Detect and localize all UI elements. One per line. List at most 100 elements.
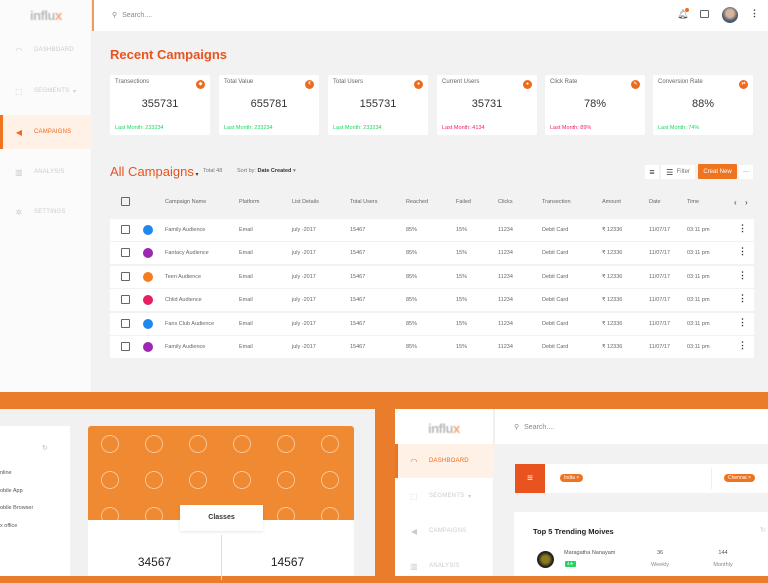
sort-dropdown[interactable]: Sort by: Date Created ▾ [237, 168, 296, 174]
stat-value: 14567 [270, 555, 305, 569]
row-menu-icon[interactable]: ⋮ [738, 340, 747, 350]
column-header[interactable]: Platform [239, 199, 260, 205]
stat-value: 155731 [359, 98, 397, 110]
column-header[interactable]: Failed [456, 199, 471, 205]
sidebar-item-analysis[interactable]: ▥ ANALYSIS [410, 561, 460, 571]
table-cell: 03:11 pm [687, 344, 710, 350]
stat-card: Conversion Rate ⇄ 88% Last Month: 74% [653, 75, 753, 135]
column-header[interactable]: Reached [406, 199, 429, 205]
column-header[interactable]: Clicks [498, 199, 513, 205]
row-checkbox[interactable] [121, 342, 130, 351]
sidebar-item-campaigns[interactable]: ◀ CAMPAIGNS [0, 115, 92, 149]
filter-icon: ☰ [666, 167, 674, 177]
stat-icon: ✎ [631, 80, 640, 89]
row-checkbox[interactable] [121, 318, 130, 328]
table-row[interactable]: Family Audience Email july -2017 15467 85% 15… [110, 336, 754, 358]
stats-card: 34567 14567 [88, 520, 354, 580]
segments-icon: ⬚ [410, 491, 418, 501]
table-cell: 03:11 pm [687, 297, 710, 304]
gear-icon: ✲ [15, 207, 23, 217]
create-new-button[interactable]: Creat New [698, 164, 737, 179]
list-item[interactable]: x office [0, 523, 18, 529]
column-header[interactable]: Total Users [350, 199, 378, 205]
last-month-value: Last Month: 233234 [224, 125, 273, 131]
search-input[interactable]: ⚲ Search.... [514, 423, 555, 432]
sidebar-item-segments[interactable]: ⬚ SEGMENTS ▾ [410, 491, 472, 501]
list-item[interactable]: nline [0, 470, 12, 476]
megaphone-icon: ◀ [410, 526, 418, 536]
sidebar-item-analysis[interactable]: ▥ ANALYSIS [15, 167, 65, 177]
more-menu-icon[interactable]: ⋮ [750, 8, 759, 18]
table-cell: Teen Audience [165, 273, 202, 280]
table-cell: ₹ 12336 [602, 344, 623, 350]
table-cell: 11/07/17 [649, 320, 671, 327]
movie-name[interactable]: Maragatha Nanayam [564, 550, 616, 556]
refresh-icon[interactable]: ↻ [42, 445, 48, 452]
header: ⚲ Search.... 🔔︎ ⋮ [92, 0, 768, 31]
column-header[interactable]: Transection [542, 199, 571, 205]
stat-icon: ₹ [305, 80, 314, 89]
table-cell: 03:11 pm [687, 320, 710, 327]
sidebar-item-settings[interactable]: ✲ SETTINGS [15, 207, 66, 217]
table-cell: ₹ 12336 [602, 250, 623, 257]
list-view-button[interactable]: ≡ [645, 165, 659, 179]
scroll-right-icon[interactable]: › [745, 198, 748, 207]
filter-icon[interactable]: ≡ [515, 464, 545, 493]
table-cell: Email [239, 344, 253, 350]
table-row[interactable]: Chlid Audience Email july -2017 15467 85% 15%… [110, 289, 754, 312]
sidebar-item-dashboard[interactable]: ◠ DASHBOARD [395, 444, 494, 478]
more-options-button[interactable]: ··· [739, 165, 753, 179]
scroll-left-icon[interactable]: ‹ [734, 198, 737, 207]
search-input[interactable]: ⚲ Search.... [112, 11, 153, 20]
row-checkbox[interactable] [121, 271, 130, 281]
avatar[interactable] [722, 7, 738, 23]
table-row[interactable]: Fans Club Audience Email july -2017 15467 85… [110, 312, 754, 335]
row-menu-icon[interactable]: ⋮ [738, 223, 747, 233]
refresh-icon[interactable]: ↻ [760, 527, 766, 534]
campaigns-title[interactable]: All Campaigns ▾ [110, 164, 199, 179]
row-checkbox[interactable] [121, 225, 130, 234]
stat-card: Total Users ● 155731 Last Month: 233234 [328, 75, 428, 135]
column-header[interactable]: Amount [602, 199, 621, 205]
bell-icon[interactable]: 🔔︎ [677, 8, 690, 19]
row-menu-icon[interactable]: ⋮ [738, 293, 747, 304]
row-checkbox[interactable] [121, 295, 130, 305]
column-header[interactable]: Campaign Name [165, 199, 207, 205]
chip-india[interactable]: India × [560, 474, 584, 482]
row-checkbox[interactable] [121, 248, 130, 258]
logo: influx [428, 421, 460, 436]
select-all-checkbox[interactable] [121, 197, 130, 206]
classes-screen: ↻ nline obile App obile Browser x office… [0, 409, 375, 580]
list-item[interactable]: obile Browser [0, 505, 34, 511]
table-row[interactable]: Family Audience Email july -2017 15467 85% 15… [110, 219, 754, 241]
stat-label: Transections [115, 79, 150, 85]
column-header[interactable]: Time [687, 199, 700, 205]
row-menu-icon[interactable]: ⋮ [738, 316, 747, 327]
sidebar-item-dashboard[interactable]: ◠ DASHBOARD [15, 45, 74, 55]
stat-value: 655781 [250, 98, 288, 110]
list-item[interactable]: obile App [0, 488, 23, 494]
table-cell: Email [239, 297, 253, 304]
weekly-value: 36 [656, 550, 664, 556]
column-header[interactable]: List Details [292, 199, 319, 205]
tab-classes[interactable]: Classes [180, 505, 263, 531]
chip-chennai[interactable]: Chennai × [724, 474, 755, 482]
total-count: Total 48 [203, 168, 223, 174]
table-row[interactable]: Teen Audience Email july -2017 15467 85% 15% 1… [110, 265, 754, 288]
table-cell: 11/07/17 [649, 273, 671, 280]
table-row[interactable]: Fantacy Audience Email july -2017 15467 85% 1… [110, 242, 754, 265]
filter-button[interactable]: ☰ Filter [661, 165, 695, 179]
last-month-value: Last Month: 74% [658, 125, 700, 131]
column-header[interactable]: Date [649, 199, 661, 205]
share-icon[interactable] [700, 10, 709, 18]
monthly-value: 144 [718, 550, 728, 556]
stat-icon: ⇄ [739, 80, 748, 89]
stat-icon: ◆ [196, 80, 205, 89]
table-cell: 15467 [350, 320, 366, 327]
row-menu-icon[interactable]: ⋮ [738, 246, 747, 257]
search-icon: ⚲ [112, 12, 118, 19]
sidebar-item-campaigns[interactable]: ◀ CAMPAIGNS [410, 526, 467, 536]
row-menu-icon[interactable]: ⋮ [738, 269, 747, 280]
sidebar-item-segments[interactable]: ⬚ SEGMENTS ▾ [15, 86, 77, 96]
table-cell: Debit Card [542, 297, 569, 304]
